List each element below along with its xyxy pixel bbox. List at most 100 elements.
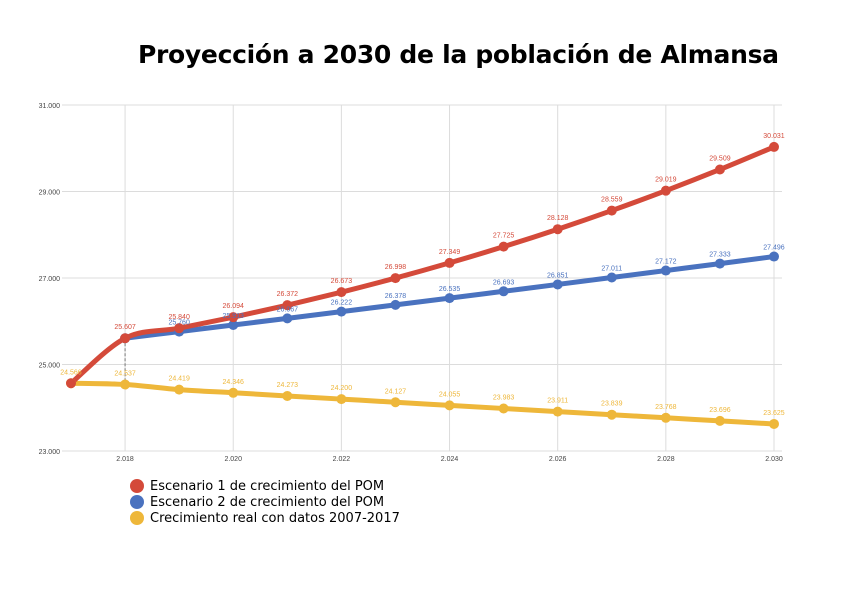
x-tick-label: 2.022 [333, 456, 351, 463]
y-tick-label: 25.000 [39, 363, 61, 370]
data-point-scenario-1 [498, 241, 509, 252]
legend-swatch-blue [130, 495, 144, 509]
data-label-scenario-2: 26.851 [547, 272, 569, 279]
data-point-scenario-2 [444, 293, 455, 304]
data-point-scenario-1 [174, 323, 185, 334]
x-tick-label: 2.026 [549, 456, 567, 463]
data-label-scenario-2: 26.535 [439, 286, 461, 293]
y-tick-label: 29.000 [39, 190, 61, 197]
data-label-real-growth: 23.911 [547, 398, 568, 405]
data-label-real-growth: 24.127 [385, 388, 407, 395]
data-point-scenario-1 [282, 300, 293, 311]
data-label-real-growth: 24.200 [331, 385, 353, 392]
data-point-scenario-1 [660, 185, 671, 196]
legend-label: Escenario 2 de crecimiento del POM [150, 494, 385, 510]
x-axis-ticks: 2.018 2.020 2.022 2.024 2.026 2.028 2.030 [116, 456, 783, 463]
data-point-scenario-1 [769, 141, 779, 152]
data-point-scenario-2 [769, 251, 779, 262]
data-point-scenario-1 [120, 333, 131, 344]
data-point-scenario-1 [390, 273, 401, 284]
data-point-real-growth [714, 415, 725, 426]
legend-label: Crecimiento real con datos 2007-2017 [150, 510, 400, 526]
data-label-real-growth: 24.273 [277, 382, 299, 389]
data-label-scenario-1: 26.094 [223, 303, 245, 310]
data-point-scenario-1 [606, 205, 617, 216]
data-point-scenario-2 [498, 286, 509, 297]
data-label-scenario-1: 25.607 [114, 324, 136, 331]
data-label-scenario-2: 26.378 [385, 293, 407, 300]
y-tick-label: 27.000 [39, 276, 61, 283]
data-label-scenario-1: 27.725 [493, 233, 515, 240]
data-point-scenario-2 [606, 272, 617, 283]
data-label-real-growth: 23.768 [655, 404, 677, 411]
data-point-scenario-2 [714, 258, 725, 269]
legend: Escenario 1 de crecimiento del POM Escen… [130, 478, 400, 526]
data-label-scenario-2: 27.172 [655, 259, 677, 266]
data-label-scenario-2: 27.496 [763, 245, 785, 252]
x-tick-label: 2.028 [657, 456, 675, 463]
data-point-scenario-1 [336, 287, 347, 298]
data-point-scenario-1 [228, 312, 239, 323]
data-point-real-growth [444, 400, 455, 411]
data-point-real-growth [606, 409, 617, 420]
data-point-real-growth [769, 418, 779, 429]
data-labels: 24.566 24.537 24.419 24.346 24.273 24.200 24.1… [60, 133, 785, 417]
data-label-scenario-2: 26.222 [331, 300, 353, 307]
data-label-real-growth: 24.346 [223, 379, 245, 386]
data-label-scenario-1: 26.673 [331, 278, 353, 285]
y-tick-label: 23.000 [39, 449, 61, 456]
data-point-scenario-1 [66, 378, 76, 389]
data-point-real-growth [120, 379, 131, 390]
y-tick-label: 31.000 [39, 103, 61, 110]
x-tick-label: 2.018 [116, 456, 134, 463]
data-label-scenario-2: 27.011 [601, 266, 622, 273]
legend-item-scenario-2: Escenario 2 de crecimiento del POM [130, 494, 400, 510]
x-tick-label: 2.020 [224, 456, 242, 463]
data-point-real-growth [282, 390, 293, 401]
data-label-scenario-1: 25.840 [168, 314, 190, 321]
data-label-scenario-2: 25.760 [168, 320, 190, 327]
data-point-scenario-2 [390, 299, 401, 310]
data-label-scenario-1: 28.559 [601, 197, 623, 204]
data-point-scenario-2 [660, 265, 671, 276]
data-label-scenario-1: 29.509 [709, 155, 731, 162]
data-label-real-growth: 24.055 [439, 391, 461, 398]
data-label-scenario-1: 28.128 [547, 215, 569, 222]
data-point-real-growth [228, 387, 239, 398]
data-label-scenario-1: 30.031 [763, 133, 785, 140]
legend-item-real-growth: Crecimiento real con datos 2007-2017 [130, 510, 400, 526]
data-point-scenario-2 [552, 279, 563, 290]
data-point-scenario-2 [228, 320, 239, 331]
data-point-scenario-2 [336, 306, 347, 317]
data-point-scenario-1 [714, 164, 725, 175]
data-label-scenario-2: 26.693 [493, 279, 515, 286]
data-point-real-growth [552, 406, 563, 417]
data-point-scenario-1 [552, 224, 563, 235]
data-label-scenario-1: 26.998 [385, 264, 407, 271]
data-label-scenario-1: 29.019 [655, 177, 677, 184]
legend-swatch-yellow [130, 511, 144, 525]
data-label-real-growth: 23.625 [763, 410, 785, 417]
x-tick-label: 2.030 [765, 456, 783, 463]
data-point-real-growth [390, 397, 401, 408]
y-axis-ticks: 23.000 25.000 27.000 29.000 31.000 [39, 103, 61, 456]
data-label-real-growth: 23.696 [709, 407, 731, 414]
series-points [66, 141, 779, 429]
data-label-real-growth: 24.566 [60, 369, 82, 376]
data-label-scenario-2: 26.067 [277, 306, 299, 313]
data-point-real-growth [174, 384, 185, 395]
data-point-real-growth [660, 412, 671, 423]
x-tick-label: 2.024 [441, 456, 459, 463]
data-label-real-growth: 23.983 [493, 394, 515, 401]
data-label-real-growth: 24.537 [114, 371, 136, 378]
legend-label: Escenario 1 de crecimiento del POM [150, 478, 385, 494]
chart-title: Proyección a 2030 de la población de Alm… [138, 40, 779, 69]
data-label-real-growth: 23.839 [601, 401, 623, 408]
grid [62, 104, 782, 452]
data-label-scenario-2: 25.913 [223, 313, 245, 320]
legend-swatch-red [130, 479, 144, 493]
data-point-real-growth [498, 403, 509, 414]
data-label-scenario-1: 27.349 [439, 249, 461, 256]
data-point-scenario-1 [444, 257, 455, 268]
legend-item-scenario-1: Escenario 1 de crecimiento del POM [130, 478, 400, 494]
